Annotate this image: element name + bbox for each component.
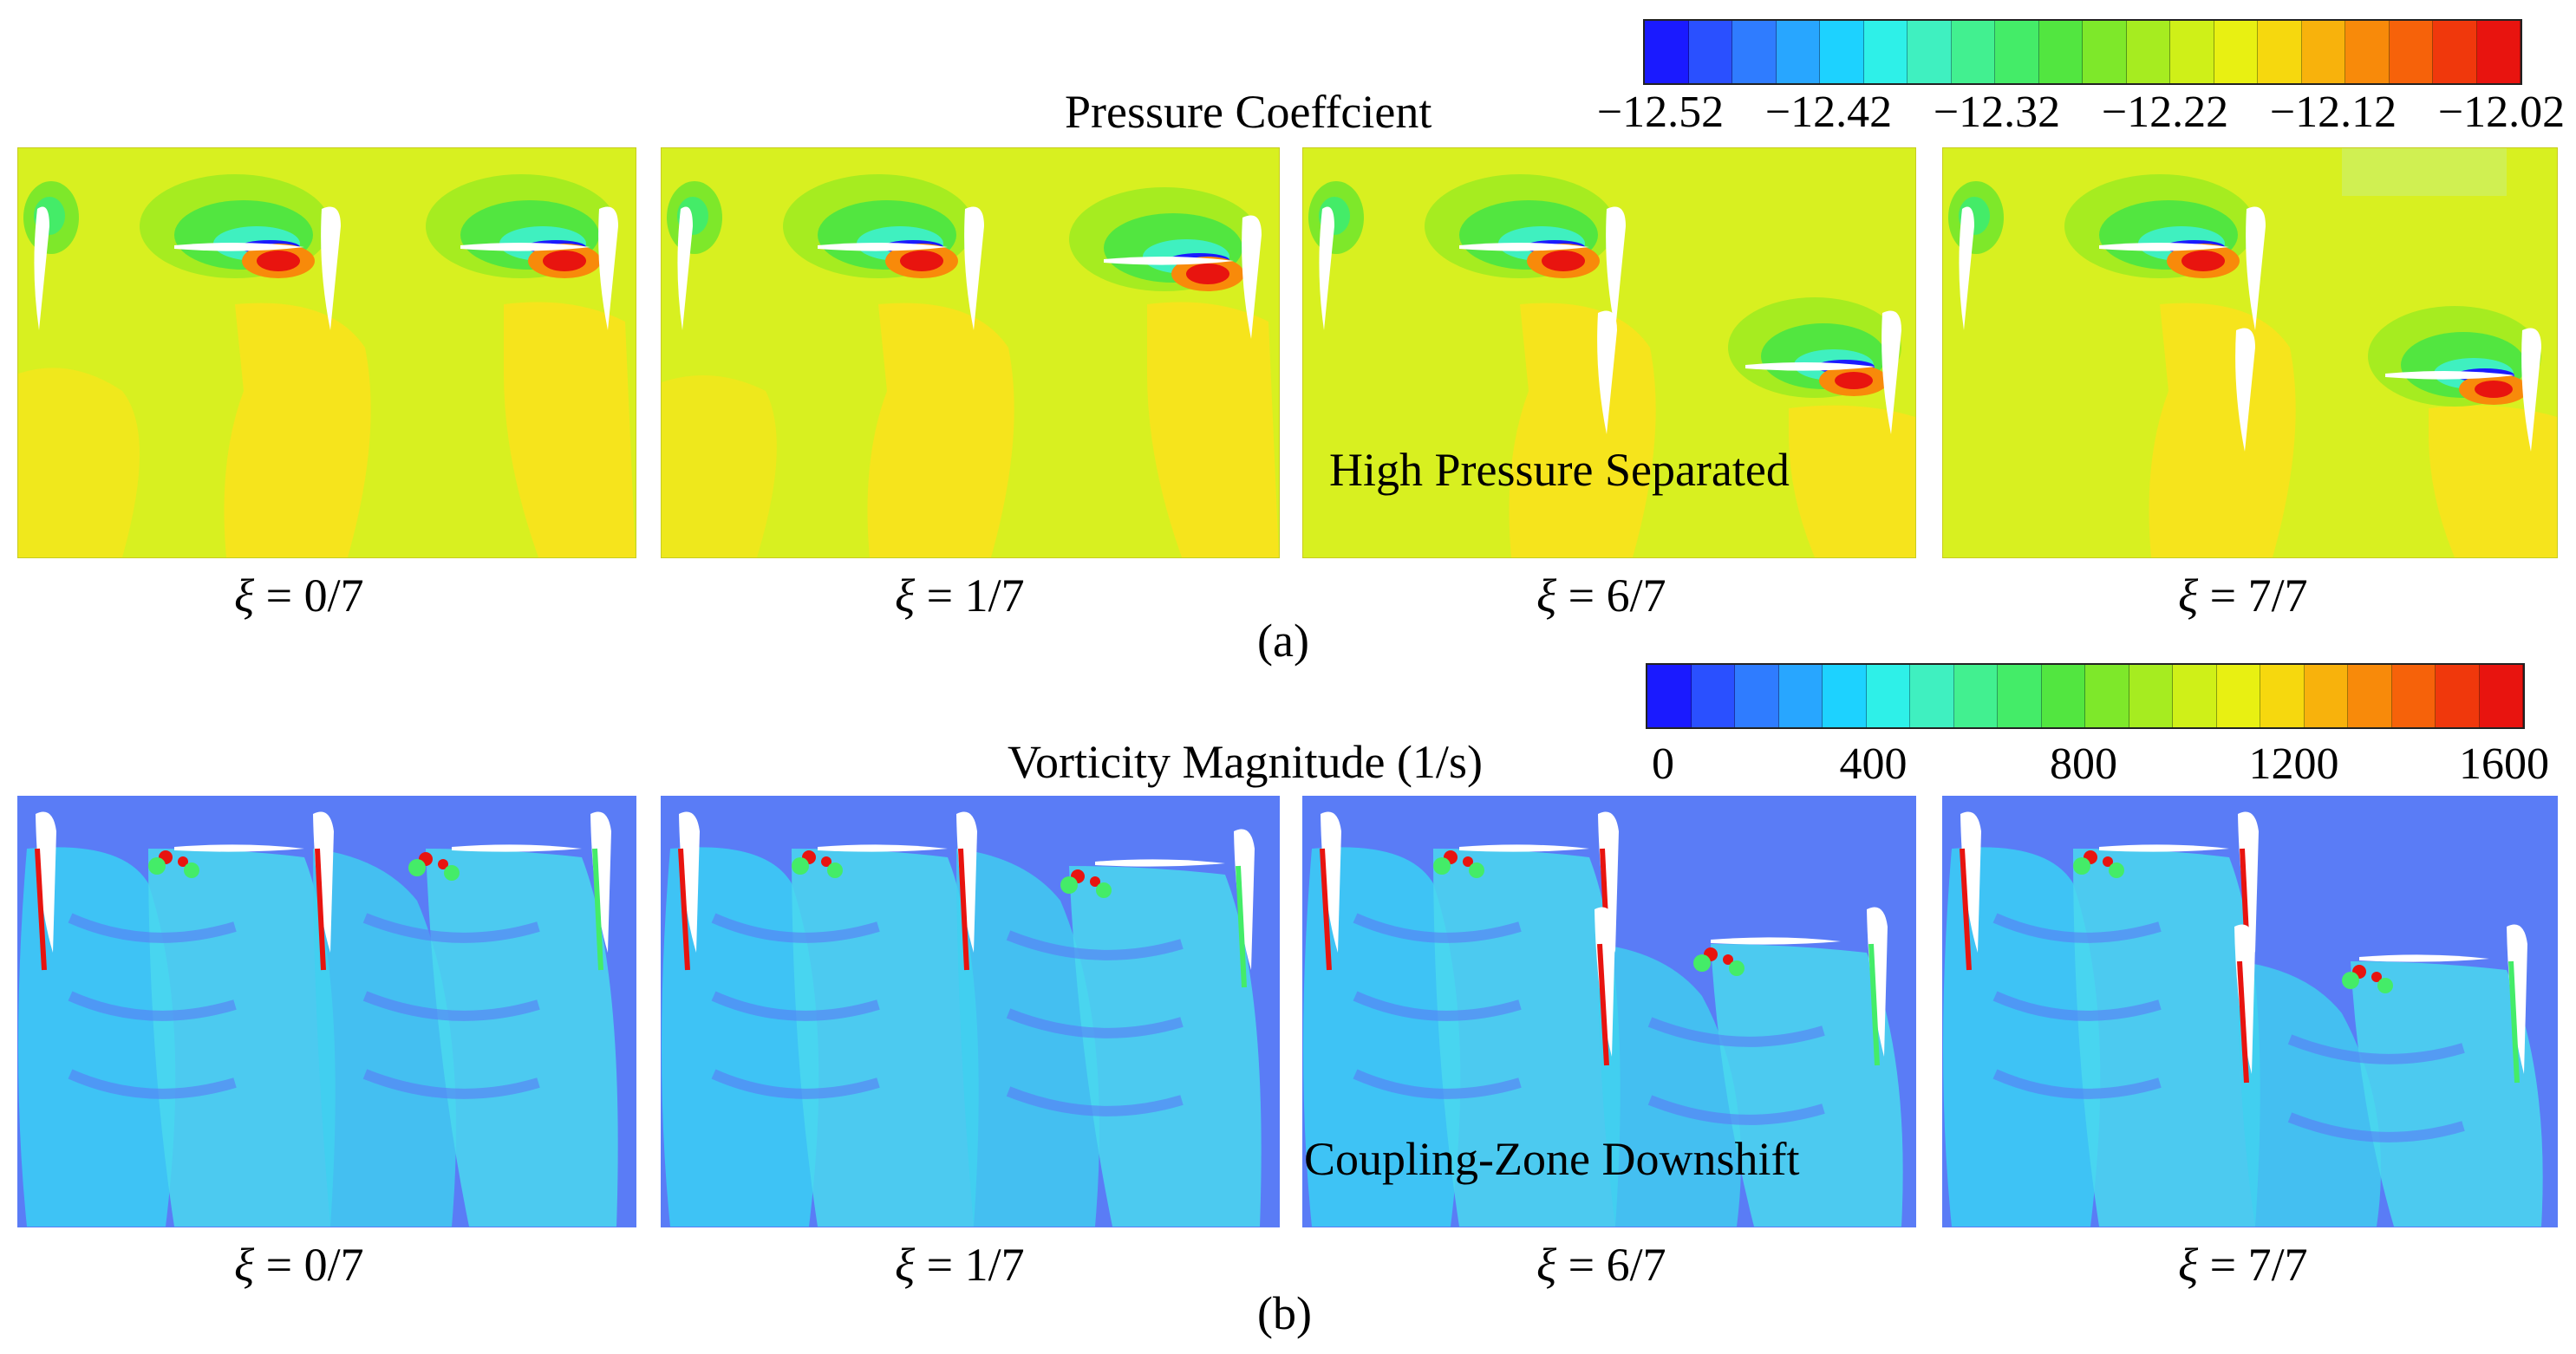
frame-value: = 7/7 xyxy=(2198,570,2308,622)
frame-value: = 1/7 xyxy=(915,1239,1025,1291)
pressure-colorbar-segment xyxy=(2258,21,2302,83)
pressure-colorbar-segment xyxy=(2301,21,2345,83)
vorticity-colorbar-tick-label: 800 xyxy=(2050,739,2117,789)
vorticity-colorbar-segment xyxy=(2479,665,2523,727)
pressure-colorbar-segment xyxy=(1995,21,2039,83)
vorticity-colorbar xyxy=(1646,663,2525,729)
vorticity-colorbar-segment xyxy=(2304,665,2348,727)
vorticity-frame-0 xyxy=(17,796,636,1227)
xi-symbol: ξ xyxy=(2178,1239,2199,1291)
pressure-colorbar xyxy=(1643,19,2522,85)
vorticity-colorbar-segment xyxy=(1953,665,1998,727)
pressure-colorbar-segment xyxy=(1732,21,1777,83)
pressure-annotation: High Pressure Separated xyxy=(1329,444,1790,496)
vorticity-colorbar-segment xyxy=(1910,665,1954,727)
pressure-colorbar-tick-label: −12.22 xyxy=(2101,88,2229,137)
pressure-colorbar-tick-label: −12.12 xyxy=(2269,88,2397,137)
frame-value: = 6/7 xyxy=(1556,1239,1666,1291)
xi-symbol: ξ xyxy=(1536,1239,1557,1291)
pressure-frame-3 xyxy=(1942,147,2558,558)
vorticity-frame-3-label: ξ = 7/7 xyxy=(2178,1241,2308,1288)
frame-value: = 0/7 xyxy=(254,1239,364,1291)
vorticity-colorbar-segment xyxy=(2041,665,2085,727)
vorticity-colorbar-ticks: 0 400 800 1200 1600 xyxy=(0,742,2576,794)
xi-symbol: ξ xyxy=(895,570,916,622)
xi-symbol: ξ xyxy=(234,1239,255,1291)
vorticity-colorbar-segment xyxy=(2085,665,2129,727)
vorticity-colorbar-segment xyxy=(1866,665,1910,727)
vorticity-frame-1-label: ξ = 1/7 xyxy=(895,1241,1025,1288)
pressure-colorbar-segment xyxy=(2214,21,2258,83)
vorticity-frame-2 xyxy=(1302,796,1916,1227)
pressure-colorbar-segment xyxy=(2389,21,2433,83)
vorticity-colorbar-segment xyxy=(2216,665,2260,727)
vorticity-colorbar-tick-label: 0 xyxy=(1652,739,1674,789)
vorticity-colorbar-segment xyxy=(2348,665,2392,727)
vorticity-colorbar-tick-label: 1200 xyxy=(2248,739,2339,789)
pressure-frame-2-label: ξ = 6/7 xyxy=(1536,572,1666,619)
pressure-colorbar-segment xyxy=(1645,21,1689,83)
frame-value: = 1/7 xyxy=(915,570,1025,622)
vorticity-annotation: Coupling-Zone Downshift xyxy=(1304,1133,1800,1185)
frame-value: = 0/7 xyxy=(254,570,364,622)
vorticity-colorbar-segment xyxy=(1778,665,1823,727)
pressure-frame-0-label: ξ = 0/7 xyxy=(234,572,364,619)
pressure-colorbar-segment xyxy=(1908,21,1952,83)
pressure-frame-1 xyxy=(661,147,1280,558)
pressure-colorbar-tick-label: −12.32 xyxy=(1933,88,2061,137)
pressure-frame-2 xyxy=(1302,147,1916,558)
vorticity-colorbar-segment xyxy=(2129,665,2173,727)
pressure-frame-0 xyxy=(17,147,636,558)
pressure-frame-1-label: ξ = 1/7 xyxy=(895,572,1025,619)
vorticity-colorbar-segment xyxy=(1735,665,1779,727)
panel-a-caption: (a) xyxy=(1257,615,1309,667)
pressure-colorbar-segment xyxy=(2083,21,2127,83)
frame-value: = 6/7 xyxy=(1556,570,1666,622)
vorticity-frame-3 xyxy=(1942,796,2558,1227)
pressure-colorbar-title: Pressure Coeffcient xyxy=(1065,86,1432,138)
xi-symbol: ξ xyxy=(895,1239,916,1291)
pressure-colorbar-segment xyxy=(2476,21,2521,83)
pressure-colorbar-ticks: −12.52 −12.42 −12.32 −12.22 −12.12 −12.02 xyxy=(0,90,2576,142)
vorticity-colorbar-segment xyxy=(2436,665,2480,727)
pressure-colorbar-segment xyxy=(2345,21,2390,83)
pressure-colorbar-segment xyxy=(2170,21,2214,83)
vorticity-colorbar-segment xyxy=(2173,665,2217,727)
pressure-colorbar-segment xyxy=(2433,21,2477,83)
panel-b-caption: (b) xyxy=(1257,1287,1312,1339)
vorticity-frame-1 xyxy=(661,796,1280,1227)
pressure-colorbar-segment xyxy=(1776,21,1820,83)
vorticity-colorbar-segment xyxy=(1998,665,2042,727)
vorticity-frame-0-label: ξ = 0/7 xyxy=(234,1241,364,1288)
pressure-colorbar-tick-label: −12.42 xyxy=(1764,88,1893,137)
vorticity-colorbar-tick-label: 400 xyxy=(1839,739,1908,789)
pressure-colorbar-segment xyxy=(1688,21,1732,83)
pressure-colorbar-tick-label: −12.02 xyxy=(2437,88,2566,137)
vorticity-colorbar-segment xyxy=(2391,665,2436,727)
vorticity-colorbar-segment xyxy=(1691,665,1735,727)
pressure-frame-3-label: ξ = 7/7 xyxy=(2178,572,2308,619)
vorticity-colorbar-segment xyxy=(1647,665,1692,727)
frame-value: = 7/7 xyxy=(2198,1239,2308,1291)
vorticity-frame-2-label: ξ = 6/7 xyxy=(1536,1241,1666,1288)
xi-symbol: ξ xyxy=(234,570,255,622)
pressure-colorbar-segment xyxy=(2126,21,2170,83)
pressure-colorbar-segment xyxy=(1951,21,1995,83)
pressure-colorbar-segment xyxy=(1820,21,1864,83)
vorticity-colorbar-title: Vorticity Magnitude (1/s) xyxy=(1008,736,1483,788)
xi-symbol: ξ xyxy=(1536,570,1557,622)
pressure-colorbar-segment xyxy=(2038,21,2083,83)
vorticity-colorbar-segment xyxy=(1823,665,1867,727)
pressure-colorbar-segment xyxy=(1863,21,1908,83)
vorticity-colorbar-tick-label: 1600 xyxy=(2459,739,2549,789)
pressure-colorbar-tick-label: −12.52 xyxy=(1596,88,1725,137)
vorticity-colorbar-segment xyxy=(2260,665,2305,727)
xi-symbol: ξ xyxy=(2178,570,2199,622)
